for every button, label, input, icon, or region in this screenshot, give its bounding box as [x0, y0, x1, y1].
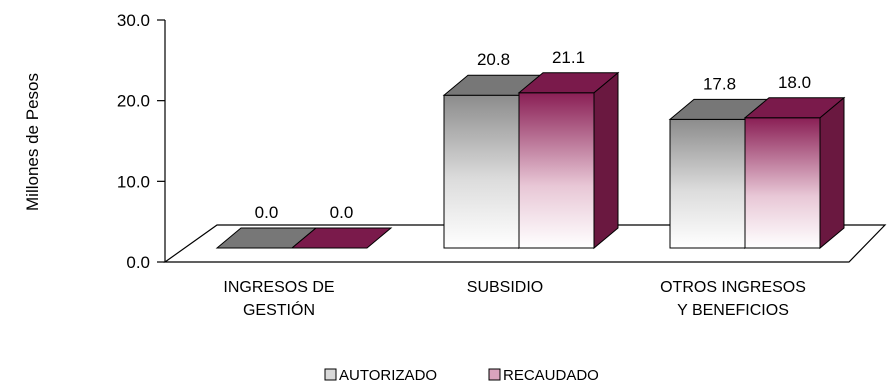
y-tick-label: 0.0 [126, 253, 150, 272]
legend-item-recaudado: RECAUDADO [488, 367, 599, 384]
legend: AUTORIZADO RECAUDADO [324, 367, 599, 384]
bar-autorizado-2-front [443, 94, 520, 249]
y-tick-label: 30.0 [117, 11, 150, 30]
legend-label-recaudado: RECAUDADO [503, 367, 599, 384]
category-labels: INGRESOS DE GESTIÓN SUBSIDIO OTROS INGRESOS… [223, 279, 805, 319]
y-ticks: 0.0 10.0 20.0 30.0 [117, 11, 165, 272]
category-label: OTROS INGRESOS [660, 279, 806, 296]
legend-swatch-autorizado [324, 368, 337, 381]
bar-recaudado-2 [517, 71, 620, 250]
bar-recaudado-2-front [518, 92, 595, 249]
data-label: 20.8 [477, 50, 510, 69]
category-label: GESTIÓN [243, 300, 315, 319]
data-label: 21.1 [552, 48, 585, 67]
data-label: 17.8 [703, 74, 736, 93]
bars [215, 71, 846, 250]
data-label: 18.0 [778, 73, 811, 92]
category-label: SUBSIDIO [467, 279, 543, 296]
y-axis-label: Millones de Pesos [23, 73, 42, 211]
legend-item-autorizado: AUTORIZADO [324, 367, 437, 384]
legend-label-autorizado: AUTORIZADO [339, 367, 437, 384]
bar-recaudado-3 [743, 96, 846, 250]
bar-recaudado-3-front [744, 117, 821, 249]
bar-recaudado-2-top [517, 72, 620, 94]
data-labels: 0.0 0.0 20.8 21.1 17.8 18.0 [255, 48, 811, 222]
bar-recaudado-3-side [819, 96, 845, 250]
bar-autorizado-3-front [669, 118, 746, 249]
legend-swatch-recaudado [488, 368, 501, 381]
data-label: 0.0 [255, 203, 279, 222]
data-label: 0.0 [330, 203, 354, 222]
category-label: INGRESOS DE [223, 279, 334, 296]
bar-recaudado-3-top [743, 97, 846, 119]
y-tick-label: 10.0 [117, 172, 150, 191]
bar-recaudado-1-top [290, 227, 393, 249]
bar-recaudado-1 [290, 227, 393, 249]
bar-recaudado-2-side [593, 71, 619, 250]
category-label: Y BENEFICIOS [677, 302, 789, 319]
y-tick-label: 20.0 [117, 92, 150, 111]
